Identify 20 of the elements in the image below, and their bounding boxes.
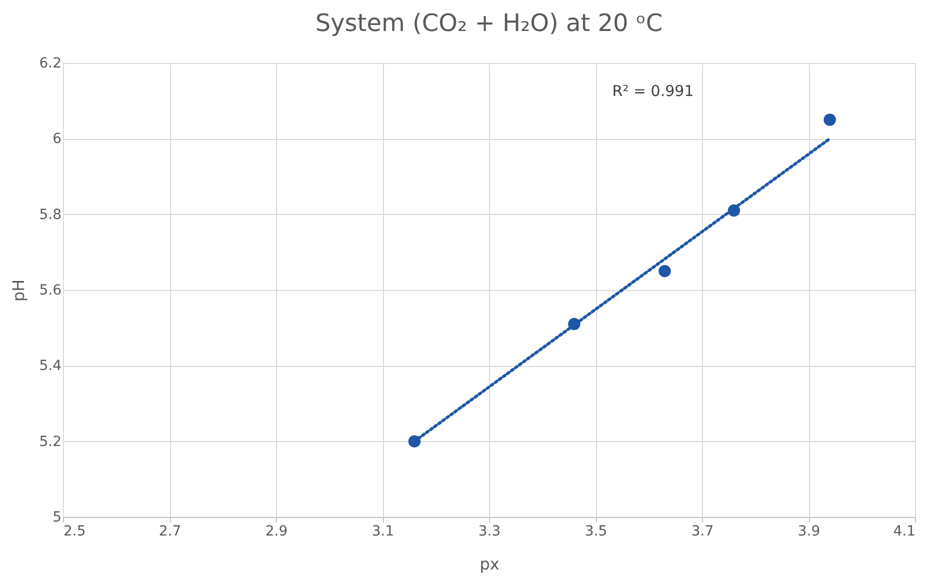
annotation: R² = 0.991 <box>612 82 694 100</box>
y-tick-label: 5.6 <box>39 282 62 298</box>
y-axis-title: pH <box>9 279 28 302</box>
x-axis-title: px <box>480 554 500 574</box>
y-tick-label: 6.2 <box>39 56 62 72</box>
x-tick-label: 2.5 <box>64 524 86 540</box>
x-tick-label: 3.5 <box>584 524 608 540</box>
y-tick-label: 5.4 <box>39 358 62 374</box>
y-tick-label: 5.2 <box>39 434 62 450</box>
chart-title: System (CO₂ + H₂O) at 20 ᵒC <box>315 9 663 37</box>
x-tick-label: 2.7 <box>158 524 182 540</box>
y-tick-label: 5.8 <box>39 206 62 223</box>
x-tick-label: 4.1 <box>893 524 916 540</box>
x-tick-label: 3.7 <box>691 524 714 540</box>
x-tick-label: 2.9 <box>265 524 288 540</box>
x-tick-label: 3.9 <box>798 524 820 540</box>
x-tick-label: 3.3 <box>478 524 501 540</box>
y-tick-label: 6 <box>52 131 62 148</box>
y-tick-label: 5 <box>52 510 62 526</box>
x-tick-label: 3.1 <box>372 524 394 540</box>
